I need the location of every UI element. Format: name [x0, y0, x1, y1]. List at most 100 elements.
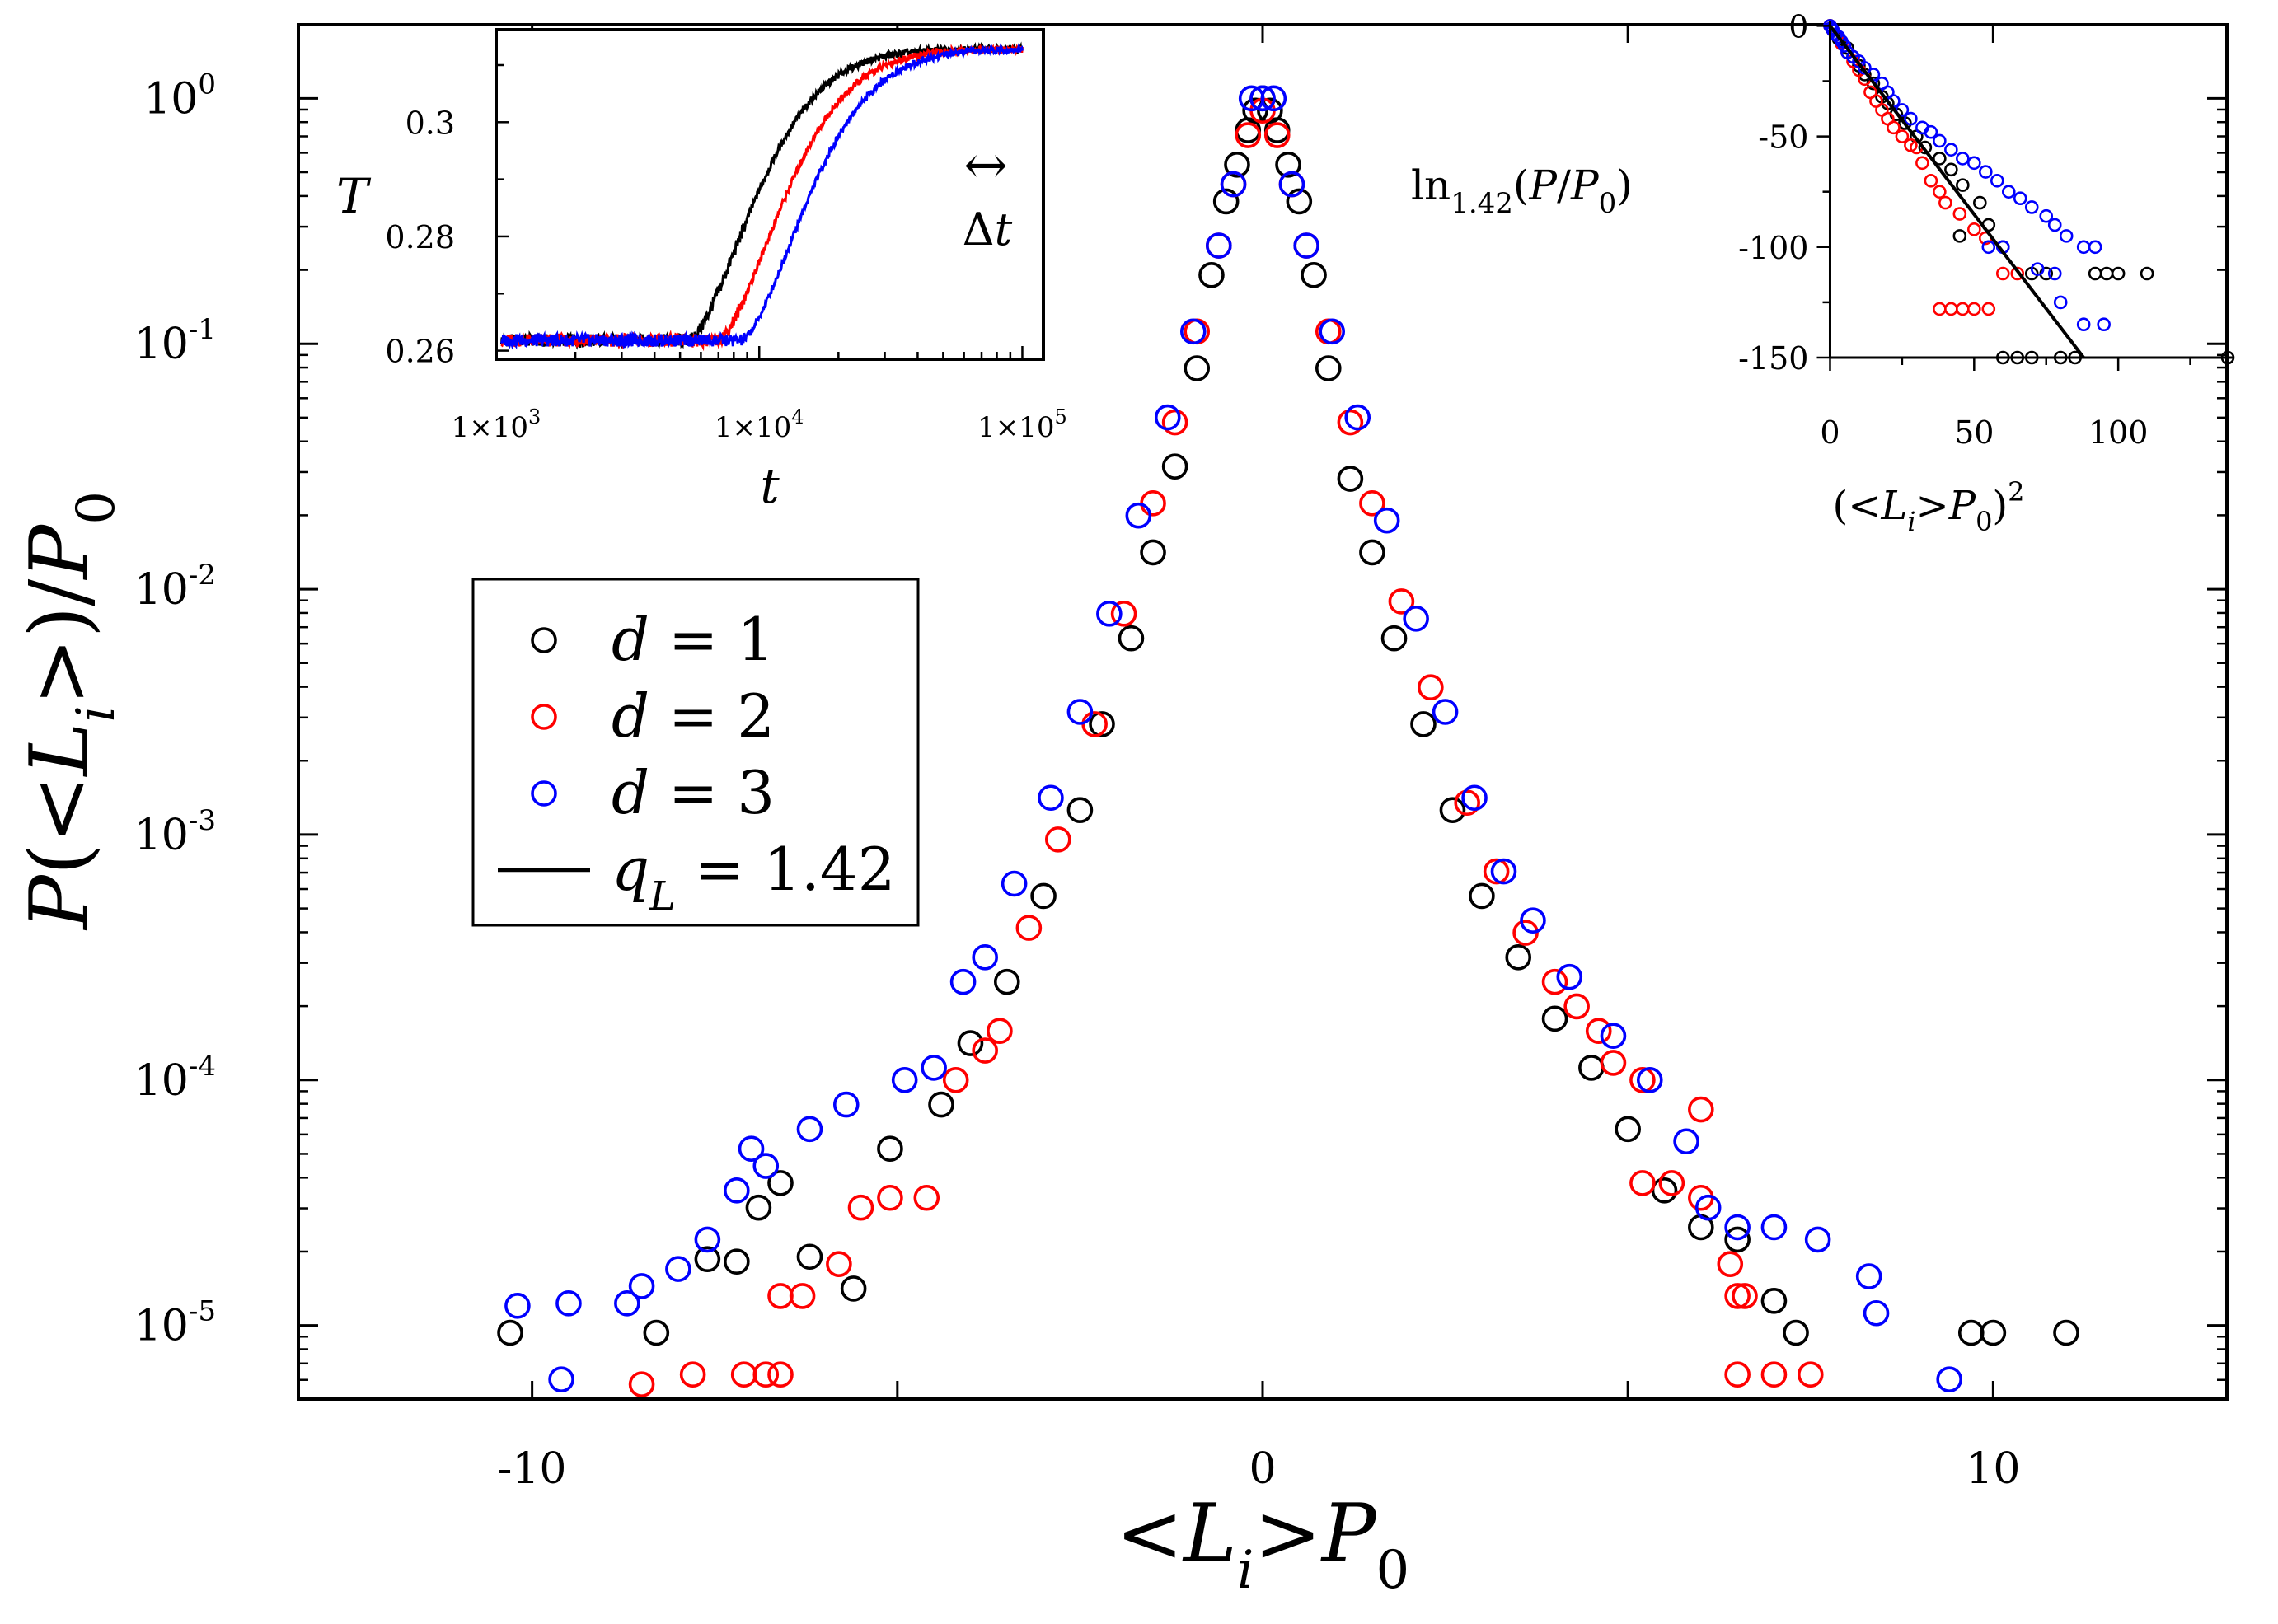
data-point — [1981, 302, 1996, 316]
svg-text:P(<Li>)/P0: P(<Li>)/P0 — [13, 491, 127, 931]
y-tick-label: 0 — [1788, 8, 1808, 44]
y-tick-label: 10-4 — [134, 1050, 216, 1106]
data-point — [643, 1319, 670, 1346]
data-point — [1980, 1319, 2007, 1346]
x-tick-label: 0 — [1249, 1444, 1276, 1494]
data-point — [1541, 968, 1568, 995]
data-point — [1724, 1226, 1751, 1253]
data-point — [1629, 1066, 1656, 1093]
inset-temperature-marks — [499, 41, 1024, 352]
data-point — [1629, 1170, 1656, 1196]
data-point — [1541, 1005, 1568, 1032]
x-tick-label: 1×105 — [977, 405, 1067, 444]
data-point — [1981, 240, 1996, 255]
data-point — [1212, 188, 1240, 215]
data-point — [2039, 208, 2054, 223]
inset-temperature-x-label: t — [760, 458, 780, 514]
data-point — [949, 968, 977, 995]
y-tick-label: 10-3 — [134, 804, 216, 860]
data-point — [679, 1361, 706, 1388]
main-series-3 — [504, 85, 1962, 1392]
main-plot-marks — [497, 85, 2079, 1397]
data-point — [1732, 1283, 1758, 1309]
data-point — [1952, 207, 1967, 221]
data-point — [724, 1177, 750, 1204]
data-point — [1469, 882, 1495, 910]
data-point — [2024, 200, 2039, 214]
data-point — [767, 1170, 794, 1196]
inset-temperature-background — [496, 30, 1043, 359]
data-point — [1249, 85, 1276, 112]
data-point — [1461, 784, 1488, 812]
data-point — [752, 1361, 780, 1388]
data-point — [752, 1153, 780, 1179]
data-point — [555, 1290, 582, 1317]
legend-label: qL = 1.42 — [612, 835, 895, 920]
data-point — [2053, 295, 2068, 310]
data-point — [1887, 120, 1901, 135]
data-point — [1161, 409, 1188, 436]
data-point — [1717, 1251, 1744, 1277]
data-point — [1359, 539, 1385, 566]
data-point — [2097, 317, 2111, 332]
data-point — [1373, 507, 1400, 534]
data-point — [928, 1091, 954, 1118]
main-plot-area — [497, 85, 2079, 1397]
data-point — [1952, 229, 1967, 243]
data-point — [1161, 453, 1188, 480]
data-point — [877, 1135, 903, 1162]
data-point — [1563, 993, 1590, 1020]
legend-marker — [531, 780, 557, 807]
data-point — [921, 1055, 947, 1081]
data-point — [942, 1066, 969, 1093]
data-point — [1944, 143, 1958, 157]
data-point — [1089, 711, 1115, 737]
data-point — [1936, 1366, 1962, 1392]
data-point — [1688, 1096, 1714, 1123]
y-tick-label: 10-2 — [134, 559, 216, 615]
data-point — [832, 1091, 860, 1118]
data-point — [628, 1273, 655, 1299]
data-point — [1895, 129, 1910, 143]
x-tick-label: 1×104 — [715, 405, 804, 444]
data-point — [694, 1246, 721, 1273]
data-point — [2010, 266, 2025, 281]
inset-temperature: 1×103 1×104 1×105 0.26 0.28 0.3 T t ↔ Δt — [336, 28, 1067, 514]
data-point — [957, 1030, 984, 1056]
main-y-axis-label: P(<Li>)/P0 — [13, 491, 127, 931]
x-tick-label: 1×103 — [452, 405, 541, 444]
data-point — [497, 1319, 523, 1346]
data-point — [665, 1256, 691, 1282]
inset-fit-line — [1828, 25, 2085, 359]
data-point — [1337, 466, 1364, 492]
inset-log-q-label: ln1.42(P/P0) — [1411, 161, 1633, 220]
data-point — [1956, 152, 1970, 166]
data-point — [1319, 318, 1346, 345]
legend-label: d = 2 — [612, 681, 775, 751]
data-point — [1015, 915, 1043, 941]
data-point — [1636, 1066, 1663, 1093]
data-point — [767, 1361, 794, 1388]
data-point — [2076, 317, 2091, 332]
data-point — [2047, 266, 2062, 281]
data-point — [1403, 606, 1429, 632]
data-point — [1179, 318, 1207, 345]
legend-label: d = 1 — [612, 605, 775, 674]
inset-temperature-y-label: T — [336, 168, 372, 224]
data-point — [1454, 789, 1480, 817]
data-point — [548, 1366, 574, 1392]
data-point — [1432, 699, 1459, 725]
data-point — [1263, 122, 1291, 148]
delta-t-arrow: ↔ — [963, 135, 1008, 196]
legend-label: d = 3 — [612, 758, 775, 827]
y-tick-label: 100 — [143, 68, 216, 124]
data-point — [993, 968, 1020, 995]
data-point — [1967, 156, 1981, 171]
data-point — [1344, 404, 1371, 431]
data-point — [1797, 1361, 1824, 1388]
data-point — [2001, 185, 2016, 199]
data-point — [1045, 826, 1071, 853]
data-point — [614, 1290, 640, 1317]
